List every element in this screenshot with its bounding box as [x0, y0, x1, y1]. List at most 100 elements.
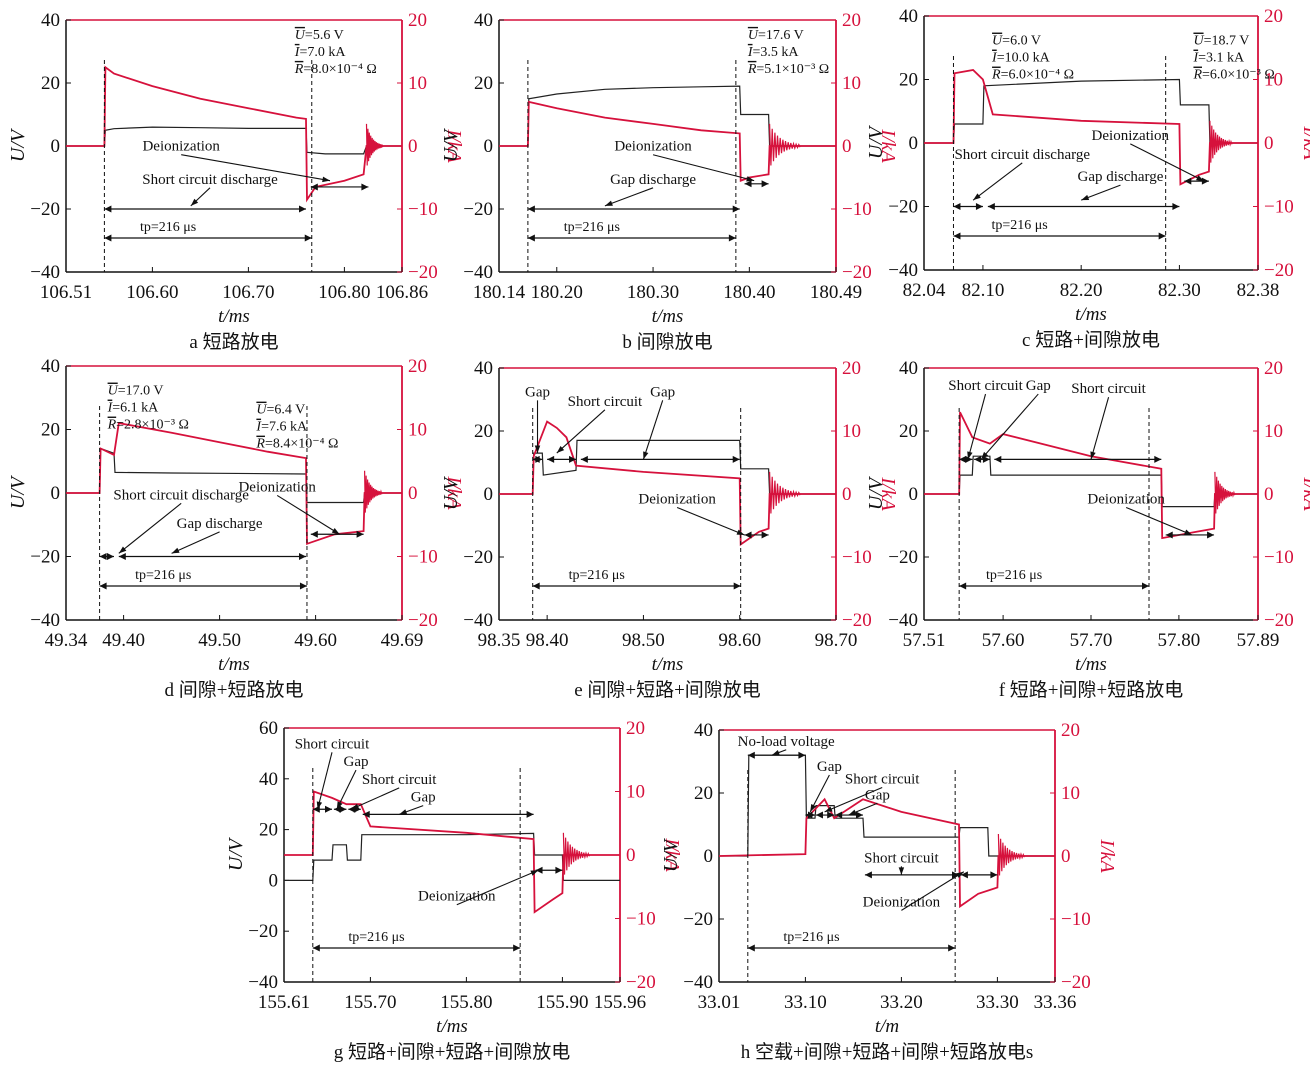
- y-right-tick-label: 0: [842, 136, 852, 157]
- arrow-head: [1081, 194, 1090, 201]
- arrow-head: [1090, 451, 1096, 460]
- annotation-pointer: [350, 787, 400, 810]
- y-right-axis-label: I/kA: [661, 837, 683, 872]
- x-tick-label: 57.80: [1158, 630, 1201, 651]
- arrow-head: [104, 205, 112, 213]
- arrow-head: [171, 547, 180, 554]
- arrow-head: [1165, 531, 1173, 539]
- y-left-tick-label: 20: [899, 70, 918, 91]
- y-left-tick-label: −40: [463, 610, 493, 631]
- arrow-head: [1207, 531, 1215, 539]
- arrow-head: [107, 553, 114, 560]
- annotation-label: Deionization: [614, 139, 692, 155]
- x-tick-label: 82.04: [903, 280, 946, 301]
- arrow-head: [952, 871, 959, 879]
- x-tick-label: 82.38: [1237, 280, 1280, 301]
- arrow-head: [827, 811, 835, 819]
- arrow-head: [532, 582, 540, 590]
- x-tick-label: 49.50: [198, 630, 241, 651]
- y-right-tick-label: −10: [842, 547, 872, 568]
- y-left-tick-label: 20: [259, 820, 278, 841]
- x-tick-label: 82.10: [962, 280, 1005, 301]
- y-right-tick-label: −20: [408, 610, 438, 631]
- y-right-tick-label: −20: [842, 262, 872, 283]
- y-left-tick-label: 0: [484, 136, 494, 157]
- y-left-tick-label: 20: [694, 783, 713, 804]
- panel-caption: h 空载+间隙+短路+间隙+短路放电s: [741, 1041, 1034, 1063]
- y-left-tick-label: 20: [899, 421, 918, 442]
- annotation-label: Deionization: [638, 491, 716, 507]
- arrow-head: [333, 805, 341, 813]
- y-right-tick-label: 0: [1061, 846, 1071, 867]
- arrow-head: [856, 811, 863, 819]
- x-tick-label: 180.20: [531, 282, 583, 303]
- panel-caption: e 间隙+短路+间隙放电: [574, 679, 761, 701]
- arrow-head: [815, 811, 823, 819]
- arrow-head: [810, 803, 817, 812]
- y-right-tick-label: −10: [1061, 909, 1091, 930]
- tp-label: tp=216 μs: [564, 220, 620, 235]
- y-right-tick-label: 0: [1264, 133, 1274, 154]
- annotation-label: Gap: [525, 384, 550, 400]
- arrow-head: [960, 871, 968, 879]
- y-right-tick-label: 20: [842, 10, 861, 31]
- annotation-pointer: [171, 531, 220, 554]
- x-tick-label: 180.49: [810, 282, 862, 303]
- current-trace: [499, 100, 836, 182]
- current-trace: [66, 65, 402, 203]
- chart-panel-d: 40 20 0 −20 −40 20 10 0 −10 −20 49.34 49.40 49.50 49.…: [7, 356, 465, 701]
- annotation-label: Deionization: [1087, 491, 1165, 507]
- y-right-tick-label: 0: [1264, 484, 1274, 505]
- arrow-head: [761, 180, 769, 188]
- arrow-head: [526, 810, 534, 818]
- y-left-tick-label: −20: [463, 547, 493, 568]
- y-left-tick-label: 20: [474, 73, 493, 94]
- panel-caption: f 短路+间隙+短路放电: [999, 679, 1184, 701]
- y-left-tick-label: −20: [683, 909, 713, 930]
- ringing-oscillation: [1209, 120, 1233, 163]
- arrow-head: [304, 234, 312, 242]
- x-axis-label: t/ms: [218, 654, 250, 675]
- arrow-head: [965, 455, 973, 463]
- y-left-tick-label: −40: [683, 972, 713, 993]
- current-trace: [924, 69, 1258, 186]
- ringing-trace: [1214, 471, 1236, 514]
- arrow-head: [746, 176, 755, 182]
- annotation-label: Gap discharge: [177, 516, 263, 532]
- y-right-axis-label: I/kA: [877, 476, 899, 511]
- x-axis-label: t/ms: [436, 1016, 468, 1037]
- param-voltage: U=6.4 V: [256, 403, 305, 418]
- arrow-head: [967, 451, 973, 460]
- x-tick-label: 106.70: [222, 282, 274, 303]
- param-resistance: R=6.0×10⁻³ Ω: [1192, 68, 1274, 83]
- arrow-head: [990, 871, 998, 879]
- annotation-pointer: [676, 506, 745, 536]
- y-right-tick-label: −10: [1264, 547, 1294, 568]
- y-left-tick-label: −40: [463, 262, 493, 283]
- arrow-head: [527, 205, 535, 213]
- y-right-tick-label: 10: [1061, 783, 1080, 804]
- y-left-tick-label: 0: [51, 136, 61, 157]
- y-left-tick-label: −20: [30, 199, 60, 220]
- arrow-head: [771, 749, 780, 756]
- y-right-tick-label: 20: [1061, 720, 1080, 741]
- arrow-head: [955, 871, 964, 879]
- panel-caption: c 短路+间隙放电: [1022, 329, 1160, 351]
- y-left-tick-label: 0: [909, 133, 919, 154]
- x-tick-label: 98.50: [622, 630, 665, 651]
- param-voltage: U=17.0 V: [108, 384, 164, 399]
- arrow-head: [351, 803, 360, 810]
- y-left-tick-label: −40: [888, 260, 918, 281]
- y-right-axis-label: I/kA: [443, 128, 465, 163]
- annotation-label: Gap discharge: [1077, 169, 1163, 185]
- arrow-head: [987, 203, 995, 210]
- x-tick-label: 106.86: [376, 282, 428, 303]
- x-tick-label: 82.30: [1158, 280, 1201, 301]
- y-left-tick-label: 60: [259, 718, 278, 739]
- arrow-head: [312, 944, 320, 952]
- y-right-tick-label: −20: [1264, 610, 1294, 631]
- arrow-head: [556, 445, 565, 454]
- x-tick-label: 82.20: [1060, 280, 1103, 301]
- arrow-head: [555, 866, 563, 874]
- annotation-pointer: [1130, 143, 1205, 182]
